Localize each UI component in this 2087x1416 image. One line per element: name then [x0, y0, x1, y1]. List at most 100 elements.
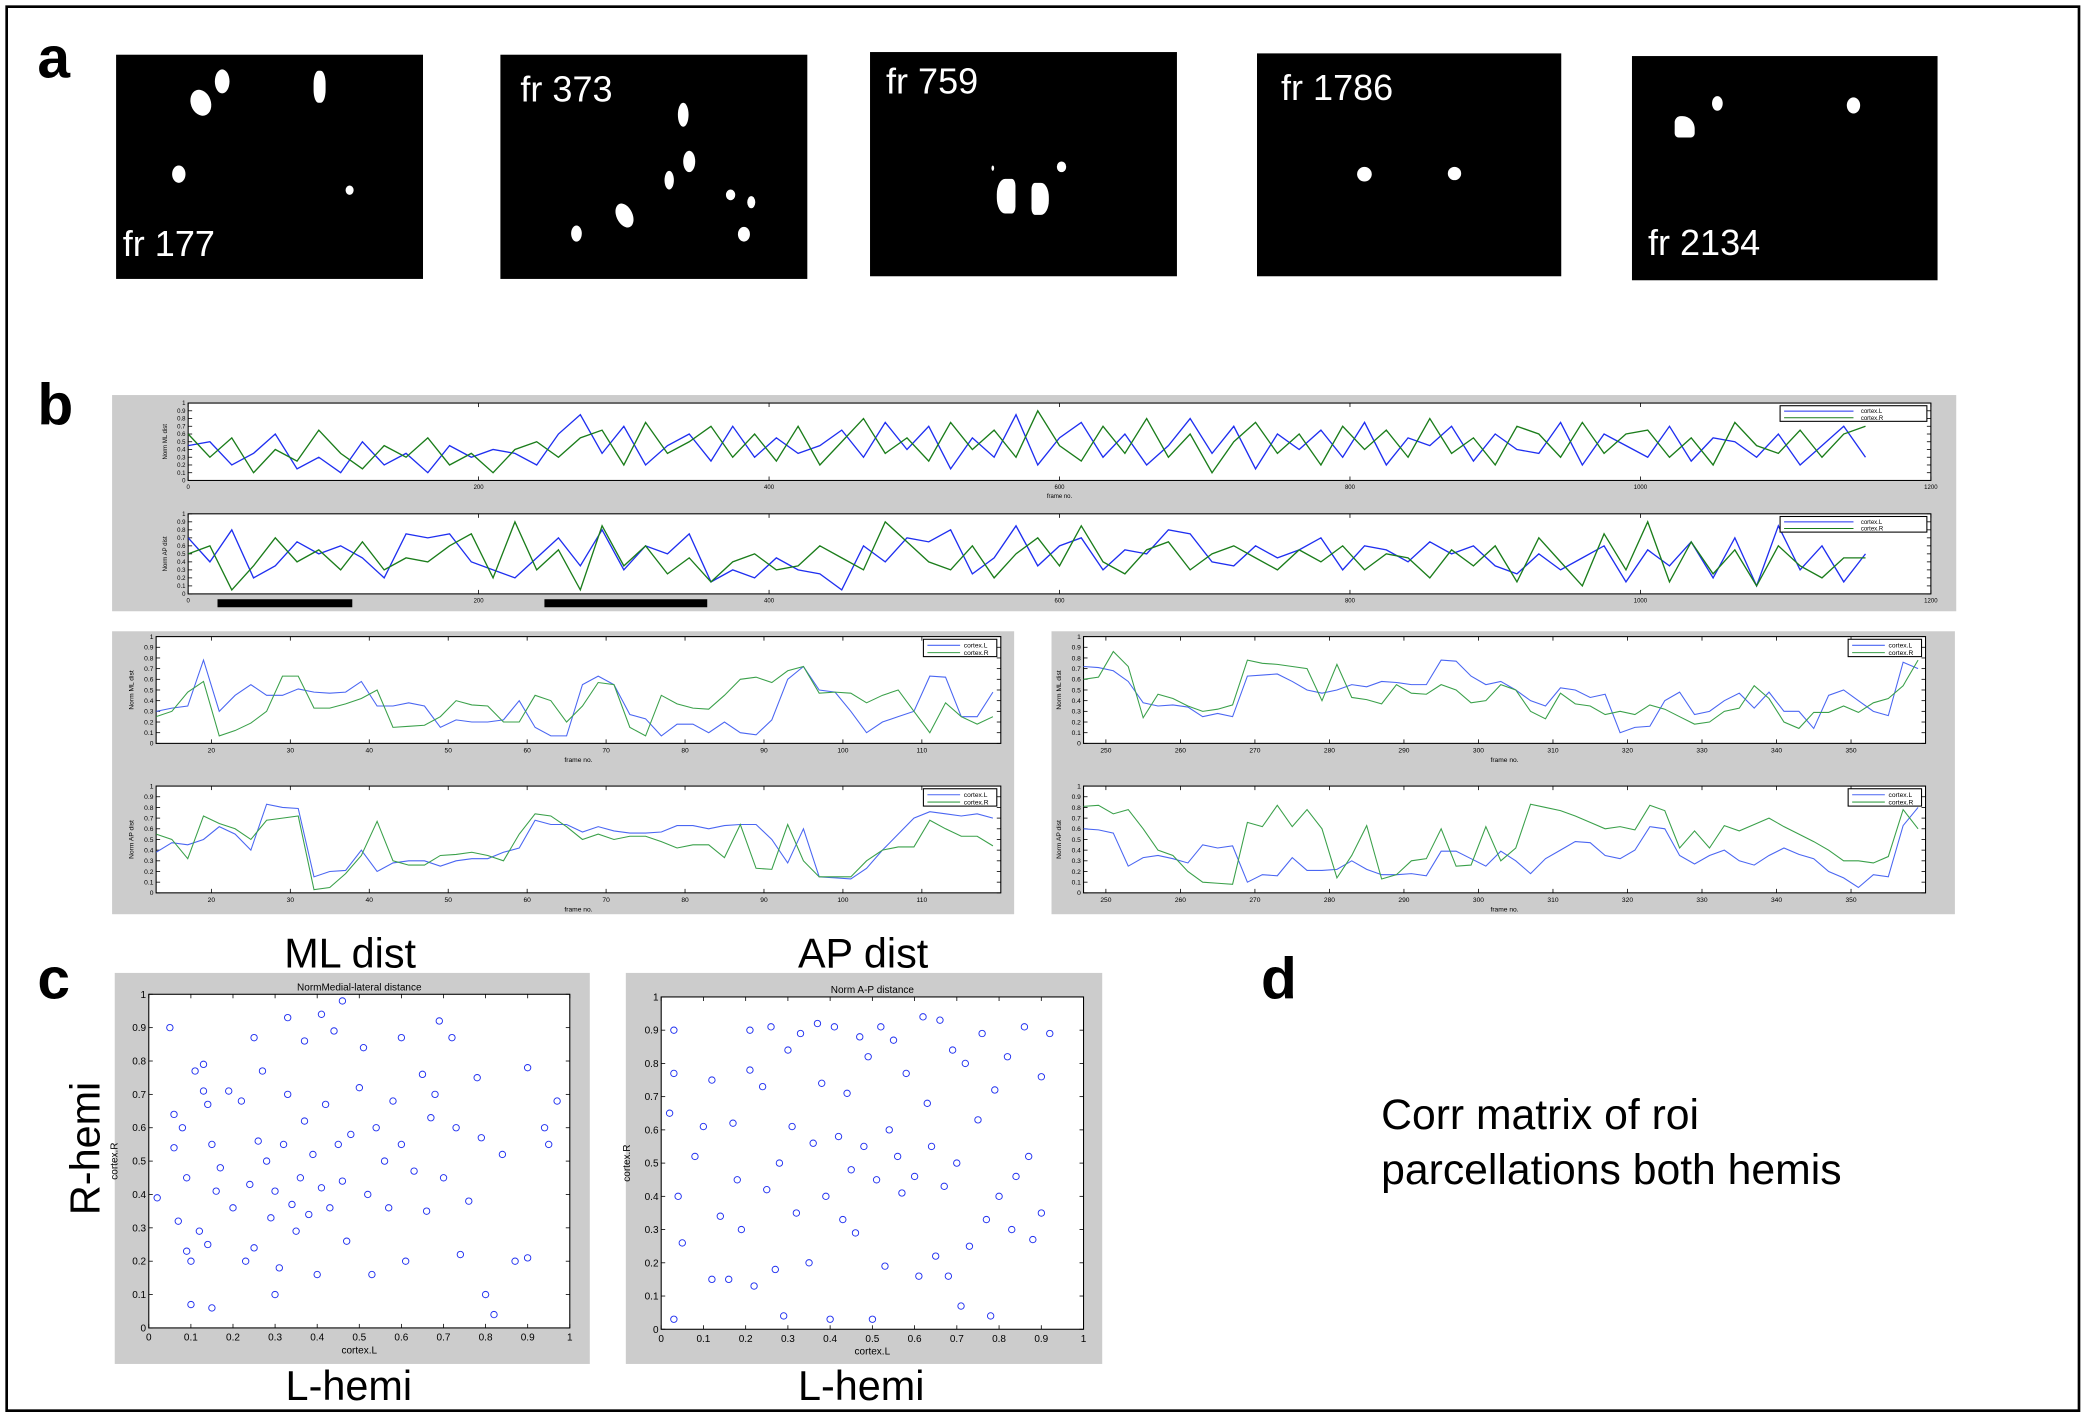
scatter-point [708, 1275, 716, 1284]
scatter-ml-x-big-label: L-hemi [285, 1362, 413, 1410]
y-tick-label: 0.5 [645, 1159, 659, 1170]
y-tick-label: 0.3 [1072, 709, 1082, 716]
frame-image-1786: fr 1786 [1257, 53, 1562, 277]
scatter-point [225, 1087, 233, 1095]
x-tick-label: 320 [1622, 897, 1633, 904]
y-tick-label: 0.2 [144, 719, 154, 726]
x-tick-label: 40 [366, 748, 374, 755]
scatter-point [910, 1172, 919, 1181]
scatter-point [258, 1067, 267, 1075]
scatter-point [864, 1053, 872, 1061]
scatter-point [665, 1109, 674, 1117]
x-tick-label: 0.5 [352, 1333, 366, 1344]
scatter-point [818, 1079, 826, 1087]
scatter-point [750, 1282, 758, 1290]
legend-entry: cortex.L [1889, 792, 1913, 799]
y-tick-label: 0.2 [1072, 719, 1082, 726]
scatter-point [670, 1069, 678, 1078]
x-tick-label: 0.6 [908, 1334, 922, 1345]
x-tick-label: 0.6 [394, 1333, 408, 1344]
scatter-point [343, 1237, 351, 1245]
y-tick-label: 0.3 [1072, 858, 1082, 865]
frame-label: fr 2134 [1647, 222, 1761, 263]
roi-blob [345, 185, 354, 195]
x-tick-label: 300 [1473, 897, 1484, 904]
x-tick-label: 30 [287, 748, 295, 755]
figure-border [5, 5, 2081, 1413]
legend-entry: cortex.R [964, 799, 989, 806]
chart-1: 0 200 400 600 800 1000 1200 0 0.1 0.2 0.30.4 0.5 0.6… [163, 401, 1938, 500]
scatter-point [902, 1069, 910, 1078]
legend-entry: cortex.L [1861, 409, 1883, 415]
y-axis-label: cortex.R [109, 1142, 120, 1179]
legend-entry: cortex.L [964, 792, 988, 799]
scatter-point [805, 1259, 813, 1267]
scatter-point [448, 1033, 456, 1042]
y-tick-label: 1 [182, 401, 186, 407]
roi-blob [677, 102, 689, 127]
x-tick-label: 340 [1771, 748, 1782, 755]
chart-2: 0 200 400 600 800 1000 1200 0 0.1 0.2 0.3 0.4 0.5 0.6… [163, 512, 1938, 605]
scatter-point [953, 1159, 961, 1167]
y-tick-label: 0.9 [177, 409, 186, 415]
plot-area [155, 785, 1002, 894]
series-group [1083, 650, 1919, 734]
y-tick-label: 1 [141, 990, 147, 1001]
chart-3: 20 30 40 50 60 70 80 90 100 110 0 0.1 0.2 0.3 0.4 0.5 0.… [128, 634, 1002, 764]
y-tick-label: 0.8 [645, 1059, 659, 1070]
scatter-point [431, 1090, 439, 1099]
y-tick-label: 0.8 [132, 1057, 146, 1068]
x-tick-label: 0.9 [521, 1333, 535, 1344]
y-tick-label: 0.4 [144, 698, 154, 705]
y-tick-label: 0.9 [1072, 794, 1082, 801]
scatter-point [397, 1140, 406, 1149]
series-line-cortex-R [1083, 650, 1919, 730]
x-tick-label: 0.2 [739, 1334, 753, 1345]
x-tick-label: 250 [1100, 897, 1111, 904]
scatter-point [678, 1239, 686, 1247]
x-tick-label: 70 [602, 897, 610, 904]
roi-blob [571, 225, 582, 242]
scatter-point [347, 1130, 355, 1139]
y-tick-label: 0.7 [1072, 666, 1082, 673]
series-line-cortex-R [1083, 803, 1919, 885]
x-tick-label: 290 [1398, 897, 1409, 904]
x-tick-label: 270 [1249, 897, 1260, 904]
scatter-point [309, 1150, 317, 1159]
x-axis-label: frame no. [564, 757, 592, 764]
y-tick-label: 0.4 [177, 560, 186, 566]
scatter-point [153, 1194, 161, 1202]
plot-area [187, 513, 1932, 595]
roi-blob [1846, 97, 1861, 114]
scatter-point [746, 1026, 754, 1034]
scatter-point [944, 1272, 953, 1280]
x-tick-label: 60 [523, 748, 531, 755]
y-tick-label: 0.5 [144, 687, 154, 694]
scatter-point [1025, 1152, 1033, 1161]
frame-label: fr 1786 [1281, 68, 1394, 109]
x-tick-label: 0.8 [479, 1333, 493, 1344]
x-axis-label: frame no. [1047, 494, 1073, 500]
scatter-point [1012, 1172, 1020, 1181]
y-tick-label: 0.5 [1072, 687, 1082, 694]
scatter-point [465, 1197, 473, 1205]
scatter-point [978, 1029, 986, 1038]
x-axis-label: cortex.L [855, 1347, 891, 1358]
y-tick-label: 0.2 [177, 463, 186, 469]
scatter-point [948, 1046, 957, 1054]
y-tick-label: 0.4 [132, 1190, 146, 1201]
scatter-point [915, 1272, 923, 1280]
scatter-point [1046, 1029, 1054, 1038]
x-tick-label: 100 [837, 748, 848, 755]
scatter-point [1008, 1225, 1016, 1234]
frame-label: fr 373 [520, 69, 613, 110]
y-tick-label: 0.9 [645, 1026, 659, 1037]
x-tick-label: 260 [1175, 897, 1186, 904]
y-tick-label: 0.7 [1072, 815, 1082, 822]
roi-blob [991, 165, 995, 171]
roi-blob [725, 189, 736, 201]
series-group [1083, 803, 1919, 889]
y-tick-label: 0.1 [645, 1292, 659, 1303]
